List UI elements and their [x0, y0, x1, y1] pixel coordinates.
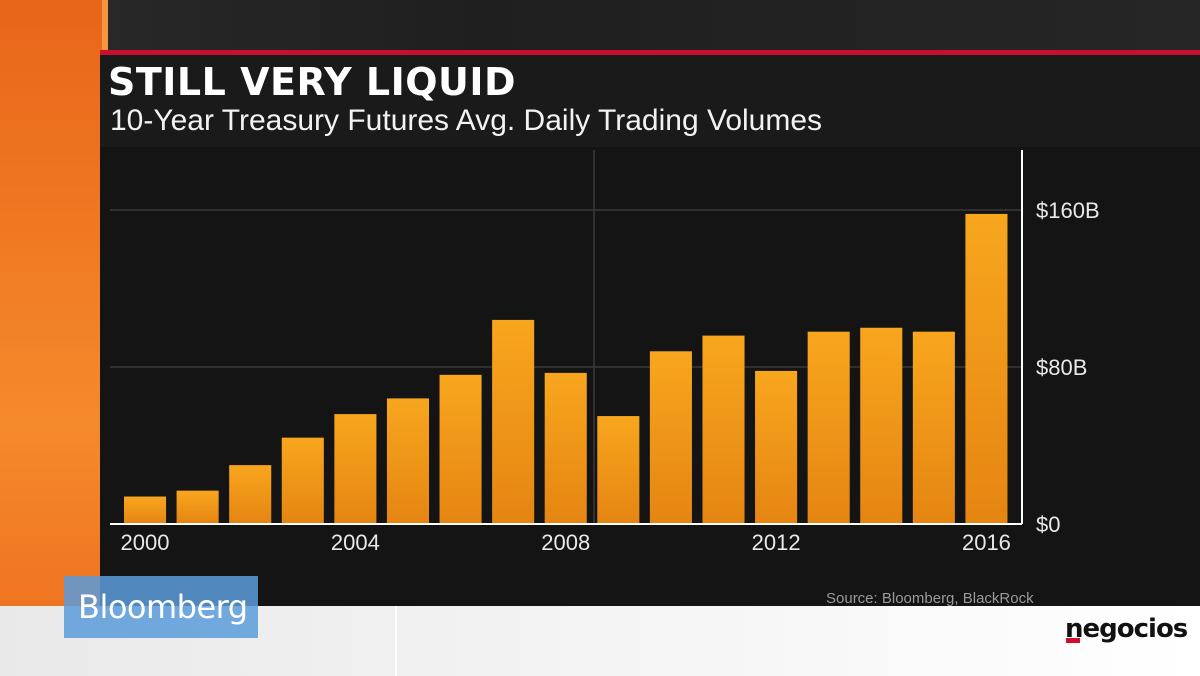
bar-2002 [229, 465, 272, 524]
y-tick-label-0: $0 [1036, 512, 1060, 537]
bar-2016 [965, 213, 1008, 525]
bar-2012 [755, 370, 798, 524]
bar-chart: 2000 2004 2008 2012 2016 $0 $80B $160B [110, 150, 1100, 555]
bloomberg-logo: Bloomberg [78, 588, 248, 626]
red-accent-rule [100, 50, 1200, 55]
bar-2010 [649, 351, 692, 524]
bars [124, 213, 1008, 525]
x-tick-label-2008: 2008 [541, 530, 590, 555]
bar-2001 [176, 490, 219, 524]
bar-2009 [597, 416, 640, 524]
bar-2004 [334, 414, 377, 524]
chart-subtitle: 10-Year Treasury Futures Avg. Daily Trad… [110, 104, 823, 137]
bar-2003 [281, 437, 324, 524]
bar-2015 [912, 331, 955, 524]
source-note: Source: Bloomberg, BlackRock [826, 590, 1034, 607]
bar-2011 [702, 335, 745, 524]
bar-2013 [807, 331, 850, 524]
y-tick-label-160: $160B [1036, 198, 1100, 223]
x-tick-label-2004: 2004 [331, 530, 380, 555]
chart-title: STILL VERY LIQUID [108, 60, 517, 104]
x-tick-labels: 2000 2004 2008 2012 2016 [121, 530, 1011, 555]
bar-2014 [860, 327, 903, 524]
negocios-logo: negocios [1065, 614, 1188, 644]
bar-2005 [386, 398, 430, 524]
title-band [100, 55, 1200, 147]
bloomberg-logo-box [64, 576, 258, 638]
bar-2007 [492, 319, 535, 524]
x-tick-label-2012: 2012 [752, 530, 801, 555]
bar-2000 [124, 496, 167, 524]
y-tick-label-80: $80B [1036, 355, 1087, 380]
x-tick-label-2016: 2016 [962, 530, 1011, 555]
axes [110, 150, 1023, 525]
bar-2006 [439, 374, 482, 524]
bar-2008 [544, 372, 587, 524]
x-tick-label-2000: 2000 [121, 530, 170, 555]
negocios-logo-mark [1066, 638, 1080, 643]
y-tick-labels: $0 $80B $160B [1036, 198, 1100, 537]
